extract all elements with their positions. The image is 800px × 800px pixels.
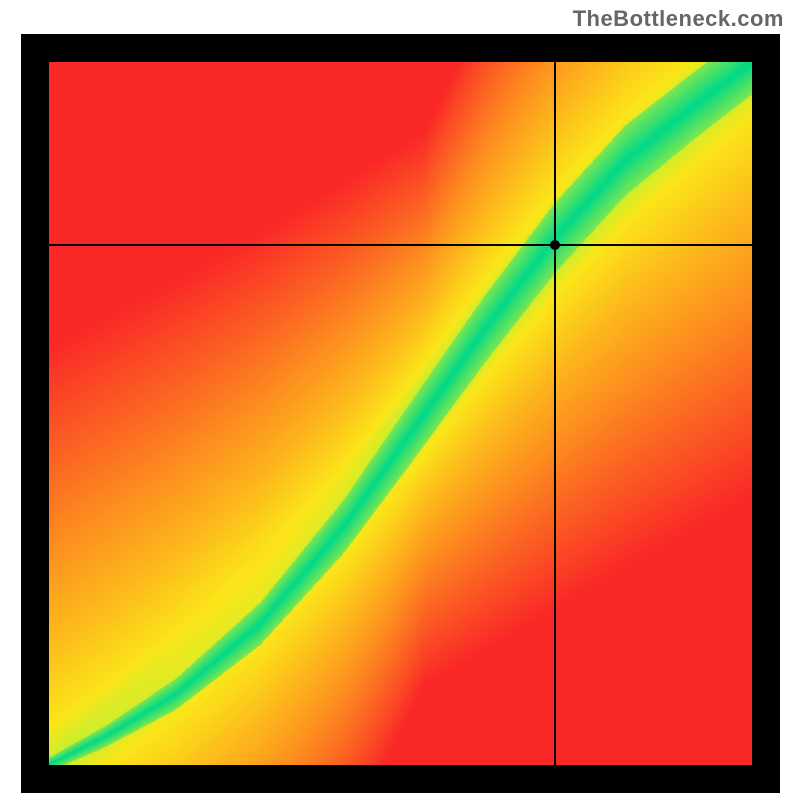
heatmap-canvas [49, 62, 752, 765]
chart-container: TheBottleneck.com [0, 0, 800, 800]
attribution-text: TheBottleneck.com [573, 6, 784, 32]
crosshair-vertical [554, 62, 556, 765]
crosshair-horizontal [49, 244, 752, 246]
data-point-marker [550, 240, 560, 250]
